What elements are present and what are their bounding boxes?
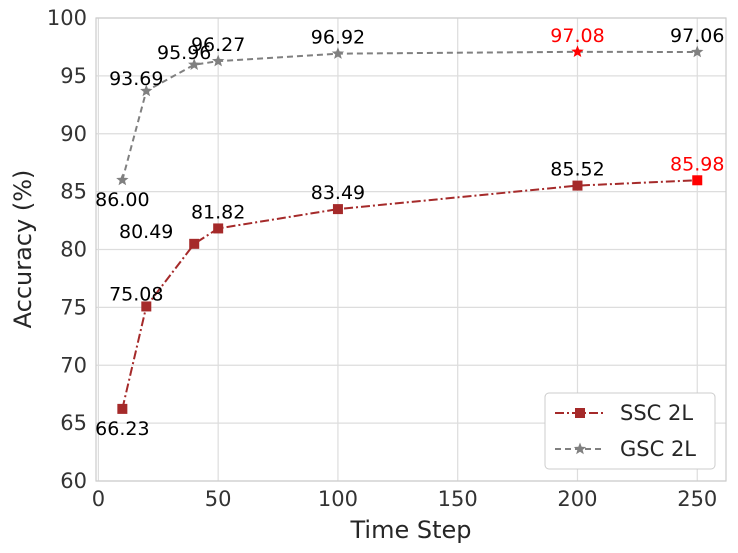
data-label: 96.27 (191, 34, 245, 56)
y-tick-label: 60 (60, 469, 87, 493)
y-tick-label: 90 (60, 122, 87, 146)
data-label: 97.08 (550, 25, 604, 47)
data-label: 81.82 (191, 201, 245, 223)
y-tick-label: 70 (60, 353, 87, 377)
legend-label: SSC 2L (620, 401, 693, 425)
x-tick-labels: 0 50 100 150 200 250 (92, 487, 718, 511)
data-point-marker (691, 45, 704, 58)
data-point-marker (141, 301, 152, 312)
data-label: 66.23 (95, 418, 149, 440)
legend: SSC 2L GSC 2L (544, 392, 716, 470)
y-tick-label: 80 (60, 238, 87, 262)
x-tick-label: 100 (318, 487, 358, 511)
x-tick-label: 150 (438, 487, 478, 511)
data-point-marker (331, 47, 345, 59)
data-point-marker (116, 173, 129, 186)
data-label: 80.49 (119, 221, 173, 243)
data-label: 86.00 (95, 189, 149, 211)
data-labels: 66.23 75.08 80.49 81.82 83.49 85.52 85.98 86.00… (95, 25, 724, 440)
y-tick-label: 100 (47, 6, 87, 30)
y-tick-label: 85 (60, 180, 87, 204)
data-label: 93.69 (109, 68, 163, 90)
x-axis-label: Time Step (349, 516, 471, 544)
data-point-marker (211, 54, 225, 67)
y-tick-label: 95 (60, 64, 87, 88)
x-tick-label: 0 (92, 487, 105, 511)
x-tick-label: 200 (557, 487, 597, 511)
y-tick-labels: 60 65 70 75 80 85 90 95 100 (47, 6, 87, 493)
y-axis-label: Accuracy (%) (9, 170, 37, 329)
series-gsc-2l (116, 45, 704, 186)
data-point-marker (692, 175, 703, 186)
legend-marker (575, 408, 585, 418)
data-point-marker (188, 58, 201, 71)
data-point-marker (189, 238, 200, 249)
legend-entry: SSC 2L (555, 401, 693, 425)
series-layer (116, 45, 704, 414)
legend-label: GSC 2L (620, 437, 696, 461)
y-tick-label: 75 (60, 295, 87, 319)
x-tick-label: 50 (205, 487, 232, 511)
x-tick-label: 250 (677, 487, 717, 511)
data-label: 85.52 (550, 159, 604, 181)
data-label: 96.92 (311, 27, 365, 49)
data-label: 75.08 (109, 283, 163, 305)
axes-border (95, 17, 727, 482)
data-label: 83.49 (311, 182, 365, 204)
data-point-marker (213, 223, 224, 234)
data-label: 97.06 (670, 25, 724, 47)
data-label: 85.98 (670, 153, 724, 175)
legend-marker (573, 442, 587, 455)
data-point-marker (571, 45, 584, 58)
data-point-marker (140, 84, 153, 97)
data-point-marker (572, 180, 583, 191)
data-point-marker (117, 403, 128, 414)
y-tick-label: 65 (60, 411, 87, 435)
legend-entry: GSC 2L (555, 437, 696, 461)
series-ssc-2l (117, 175, 703, 414)
data-point-marker (332, 204, 343, 215)
axes-frame (95, 17, 727, 482)
data-label: 95.96 (157, 42, 211, 64)
